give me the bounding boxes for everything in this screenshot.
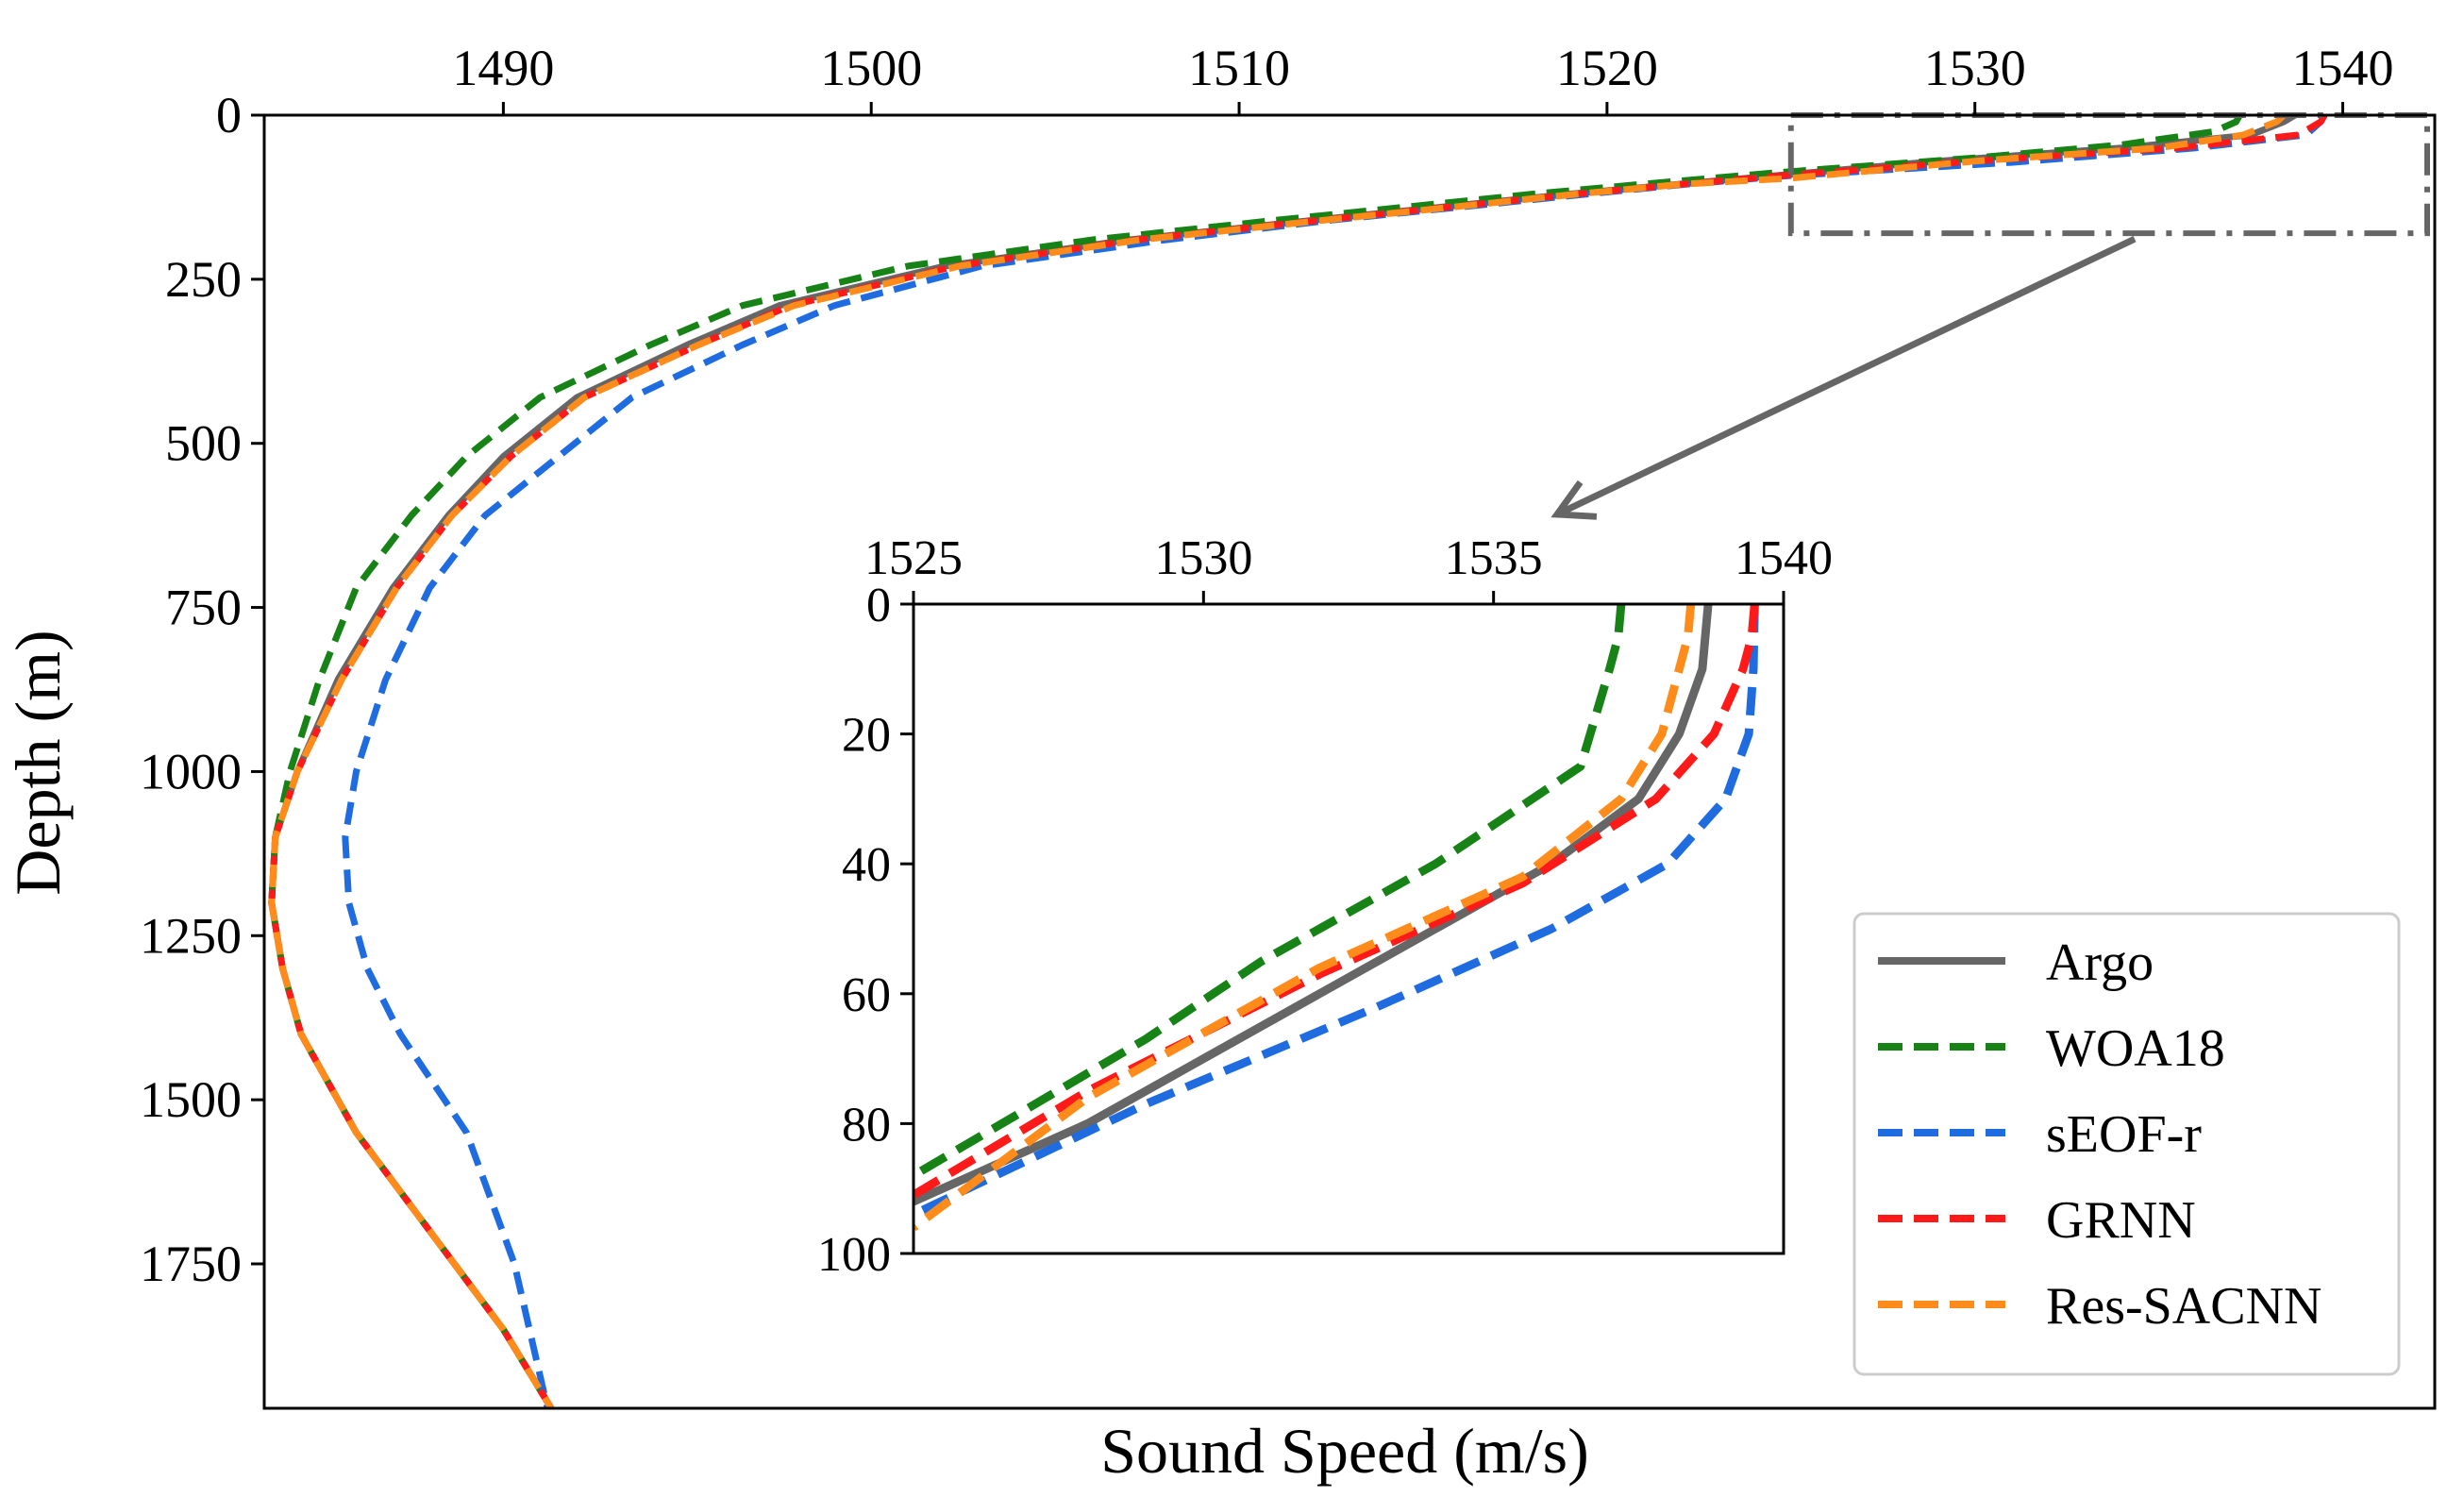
main-x-tick-label: 1500 bbox=[820, 40, 922, 96]
x-axis-label: Sound Speed (m/s) bbox=[1100, 1415, 1589, 1487]
legend: Argo WOA18 sEOF-r GRNN Res-SACNN bbox=[1852, 912, 2401, 1376]
y-axis-label: Depth (m) bbox=[2, 630, 74, 895]
inset-plot-frame bbox=[912, 602, 1785, 1255]
inset-y-tick-label: 80 bbox=[842, 1098, 891, 1152]
zoom-arrow bbox=[1555, 236, 2137, 518]
legend-label-argo: Argo bbox=[2046, 934, 2154, 992]
inset-series-res-sacnn bbox=[914, 604, 1696, 1232]
legend-label-woa18: WOA18 bbox=[2046, 1019, 2225, 1078]
main-x-tick-label: 1530 bbox=[1924, 40, 2026, 96]
inset-series-seof-r bbox=[914, 604, 1759, 1219]
main-x-tick-label: 1540 bbox=[2292, 40, 2394, 96]
main-y-tick-label: 1000 bbox=[140, 743, 242, 799]
main-y-tick-label: 1250 bbox=[140, 907, 242, 964]
inset-y-tick-label: 60 bbox=[842, 968, 891, 1022]
inset-y-tick-label: 0 bbox=[866, 579, 891, 632]
main-y-tick-label: 250 bbox=[165, 251, 242, 308]
main-plot-frame bbox=[262, 113, 2437, 1410]
zoom-arrow-head bbox=[1550, 479, 1598, 520]
main-x-tick-label: 1520 bbox=[1556, 40, 1658, 96]
inset-y-tick-label: 40 bbox=[842, 838, 891, 892]
inset-x-tick-label: 1540 bbox=[1735, 531, 1833, 585]
inset-x-tick-label: 1535 bbox=[1445, 531, 1543, 585]
main-series-res-sacnn bbox=[268, 115, 2287, 1408]
legend-label-res-sacnn: Res-SACNN bbox=[2046, 1277, 2322, 1336]
legend-label-grnn: GRNN bbox=[2046, 1191, 2196, 1250]
inset-series-grnn bbox=[914, 604, 1759, 1199]
inset-x-tick-label: 1525 bbox=[864, 531, 963, 585]
legend-label-seof-r: sEOF-r bbox=[2046, 1105, 2202, 1164]
inset-y-tick-label: 100 bbox=[817, 1228, 891, 1282]
main-x-tick-label: 1510 bbox=[1188, 40, 1290, 96]
main-y-tick-label: 0 bbox=[216, 87, 242, 143]
inset-x-tick-label: 1530 bbox=[1154, 531, 1252, 585]
legend-box bbox=[1852, 912, 2401, 1376]
main-y-tick-label: 500 bbox=[165, 415, 242, 472]
main-y-tick-label: 1500 bbox=[140, 1071, 242, 1128]
inset-series-woa18 bbox=[914, 604, 1626, 1180]
main-y-tick-label: 750 bbox=[165, 580, 242, 636]
main-y-tick-label: 1750 bbox=[140, 1236, 242, 1292]
main-x-tick-label: 1490 bbox=[452, 40, 554, 96]
inset-y-tick-label: 20 bbox=[842, 709, 891, 763]
main-series-seof-r bbox=[342, 115, 2328, 1408]
